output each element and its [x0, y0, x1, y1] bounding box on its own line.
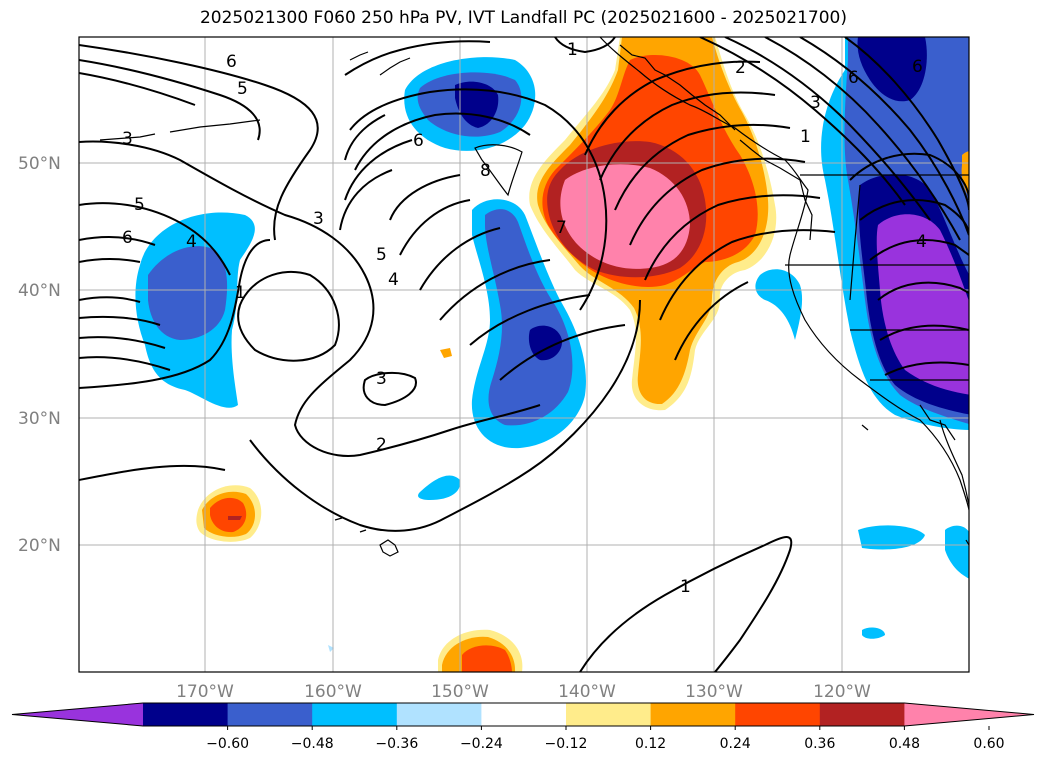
longitude-label: 120°W	[813, 682, 871, 702]
contour-label: 6	[912, 57, 923, 77]
colorbar-segment	[312, 703, 398, 726]
latitude-label: 20°N	[18, 536, 61, 556]
contour-label: 6	[122, 228, 133, 248]
contour-label: 4	[186, 232, 197, 252]
colorbar-segment	[819, 703, 905, 726]
colorbar-tick-label: 0.12	[635, 736, 666, 752]
contour-label: 5	[376, 245, 387, 265]
colorbar-tick-label: 0.48	[889, 736, 920, 752]
contour-label: 1	[235, 283, 246, 303]
contour-label: 1	[800, 127, 811, 147]
colorbar-segment	[650, 703, 736, 726]
colorbar-segment	[566, 703, 652, 726]
map-panel: 6 5 3 5 6 4 1 3 5 4 3 2 6 8 1 2 3 1 7 6 …	[79, 37, 969, 672]
latitude-label: 40°N	[18, 281, 61, 301]
longitude-label: 150°W	[431, 682, 489, 702]
longitude-axis: 170°W 160°W 150°W 140°W 130°W 120°W	[176, 682, 871, 702]
contour-label: 4	[388, 270, 399, 290]
latitude-axis: 50°N 40°N 30°N 20°N	[18, 154, 61, 556]
graticule	[79, 37, 969, 672]
coastlines	[99, 37, 969, 557]
contour-label: 2	[735, 58, 746, 78]
contour-label: 3	[810, 93, 821, 113]
contour-label: 3	[313, 209, 324, 229]
colorbar-segment	[481, 703, 567, 726]
colorbar-segment	[735, 703, 821, 726]
colorbar: −0.60 −0.48 −0.36 −0.24 −0.12 0.12 0.24 0.36 0.4…	[11, 702, 1035, 752]
colorbar-extend-min	[12, 703, 143, 726]
contour-label: 1	[567, 40, 578, 60]
longitude-label: 140°W	[558, 682, 616, 702]
contour-label: 4	[916, 232, 927, 252]
contour-label: 6	[413, 131, 424, 151]
contour-label: 7	[556, 218, 567, 238]
colorbar-tick-label: 0.60	[973, 736, 1004, 752]
colorbar-tick-label: −0.48	[291, 736, 334, 752]
latitude-label: 50°N	[18, 154, 61, 174]
map-frame	[78, 36, 970, 673]
colorbar-tick-label: −0.36	[375, 736, 418, 752]
longitude-label: 170°W	[176, 682, 234, 702]
contour-label: 5	[237, 79, 248, 99]
colorbar-tick-label: 0.36	[804, 736, 835, 752]
contour-labels: 6 5 3 5 6 4 1 3 5 4 3 2 6 8 1 2 3 1 7 6 …	[122, 40, 927, 597]
contour-label: 2	[376, 435, 387, 455]
contour-label: 5	[134, 195, 145, 215]
colorbar-tick-label: −0.24	[460, 736, 503, 752]
contour-label: 3	[376, 369, 387, 389]
colorbar-segment	[396, 703, 482, 726]
negative-anomaly-shading	[135, 37, 969, 652]
contour-label: 6	[848, 68, 859, 88]
colorbar-segment	[143, 703, 229, 726]
colorbar-tick-label: −0.12	[545, 736, 588, 752]
longitude-label: 160°W	[304, 682, 362, 702]
map-title: 2025021300 F060 250 hPa PV, IVT Landfall…	[199, 8, 847, 28]
longitude-label: 130°W	[685, 682, 743, 702]
colorbar-tick-label: 0.24	[720, 736, 751, 752]
latitude-label: 30°N	[18, 409, 61, 429]
contour-label: 8	[480, 161, 491, 181]
colorbar-extend-max	[904, 703, 1034, 726]
contour-label: 3	[122, 129, 133, 149]
colorbar-segment	[227, 703, 313, 726]
colorbar-tick-label: −0.60	[206, 736, 249, 752]
contour-label: 6	[226, 52, 237, 72]
contour-label: 1	[680, 577, 691, 597]
pv-contours	[79, 37, 969, 672]
colorbar-outline	[11, 702, 1035, 727]
